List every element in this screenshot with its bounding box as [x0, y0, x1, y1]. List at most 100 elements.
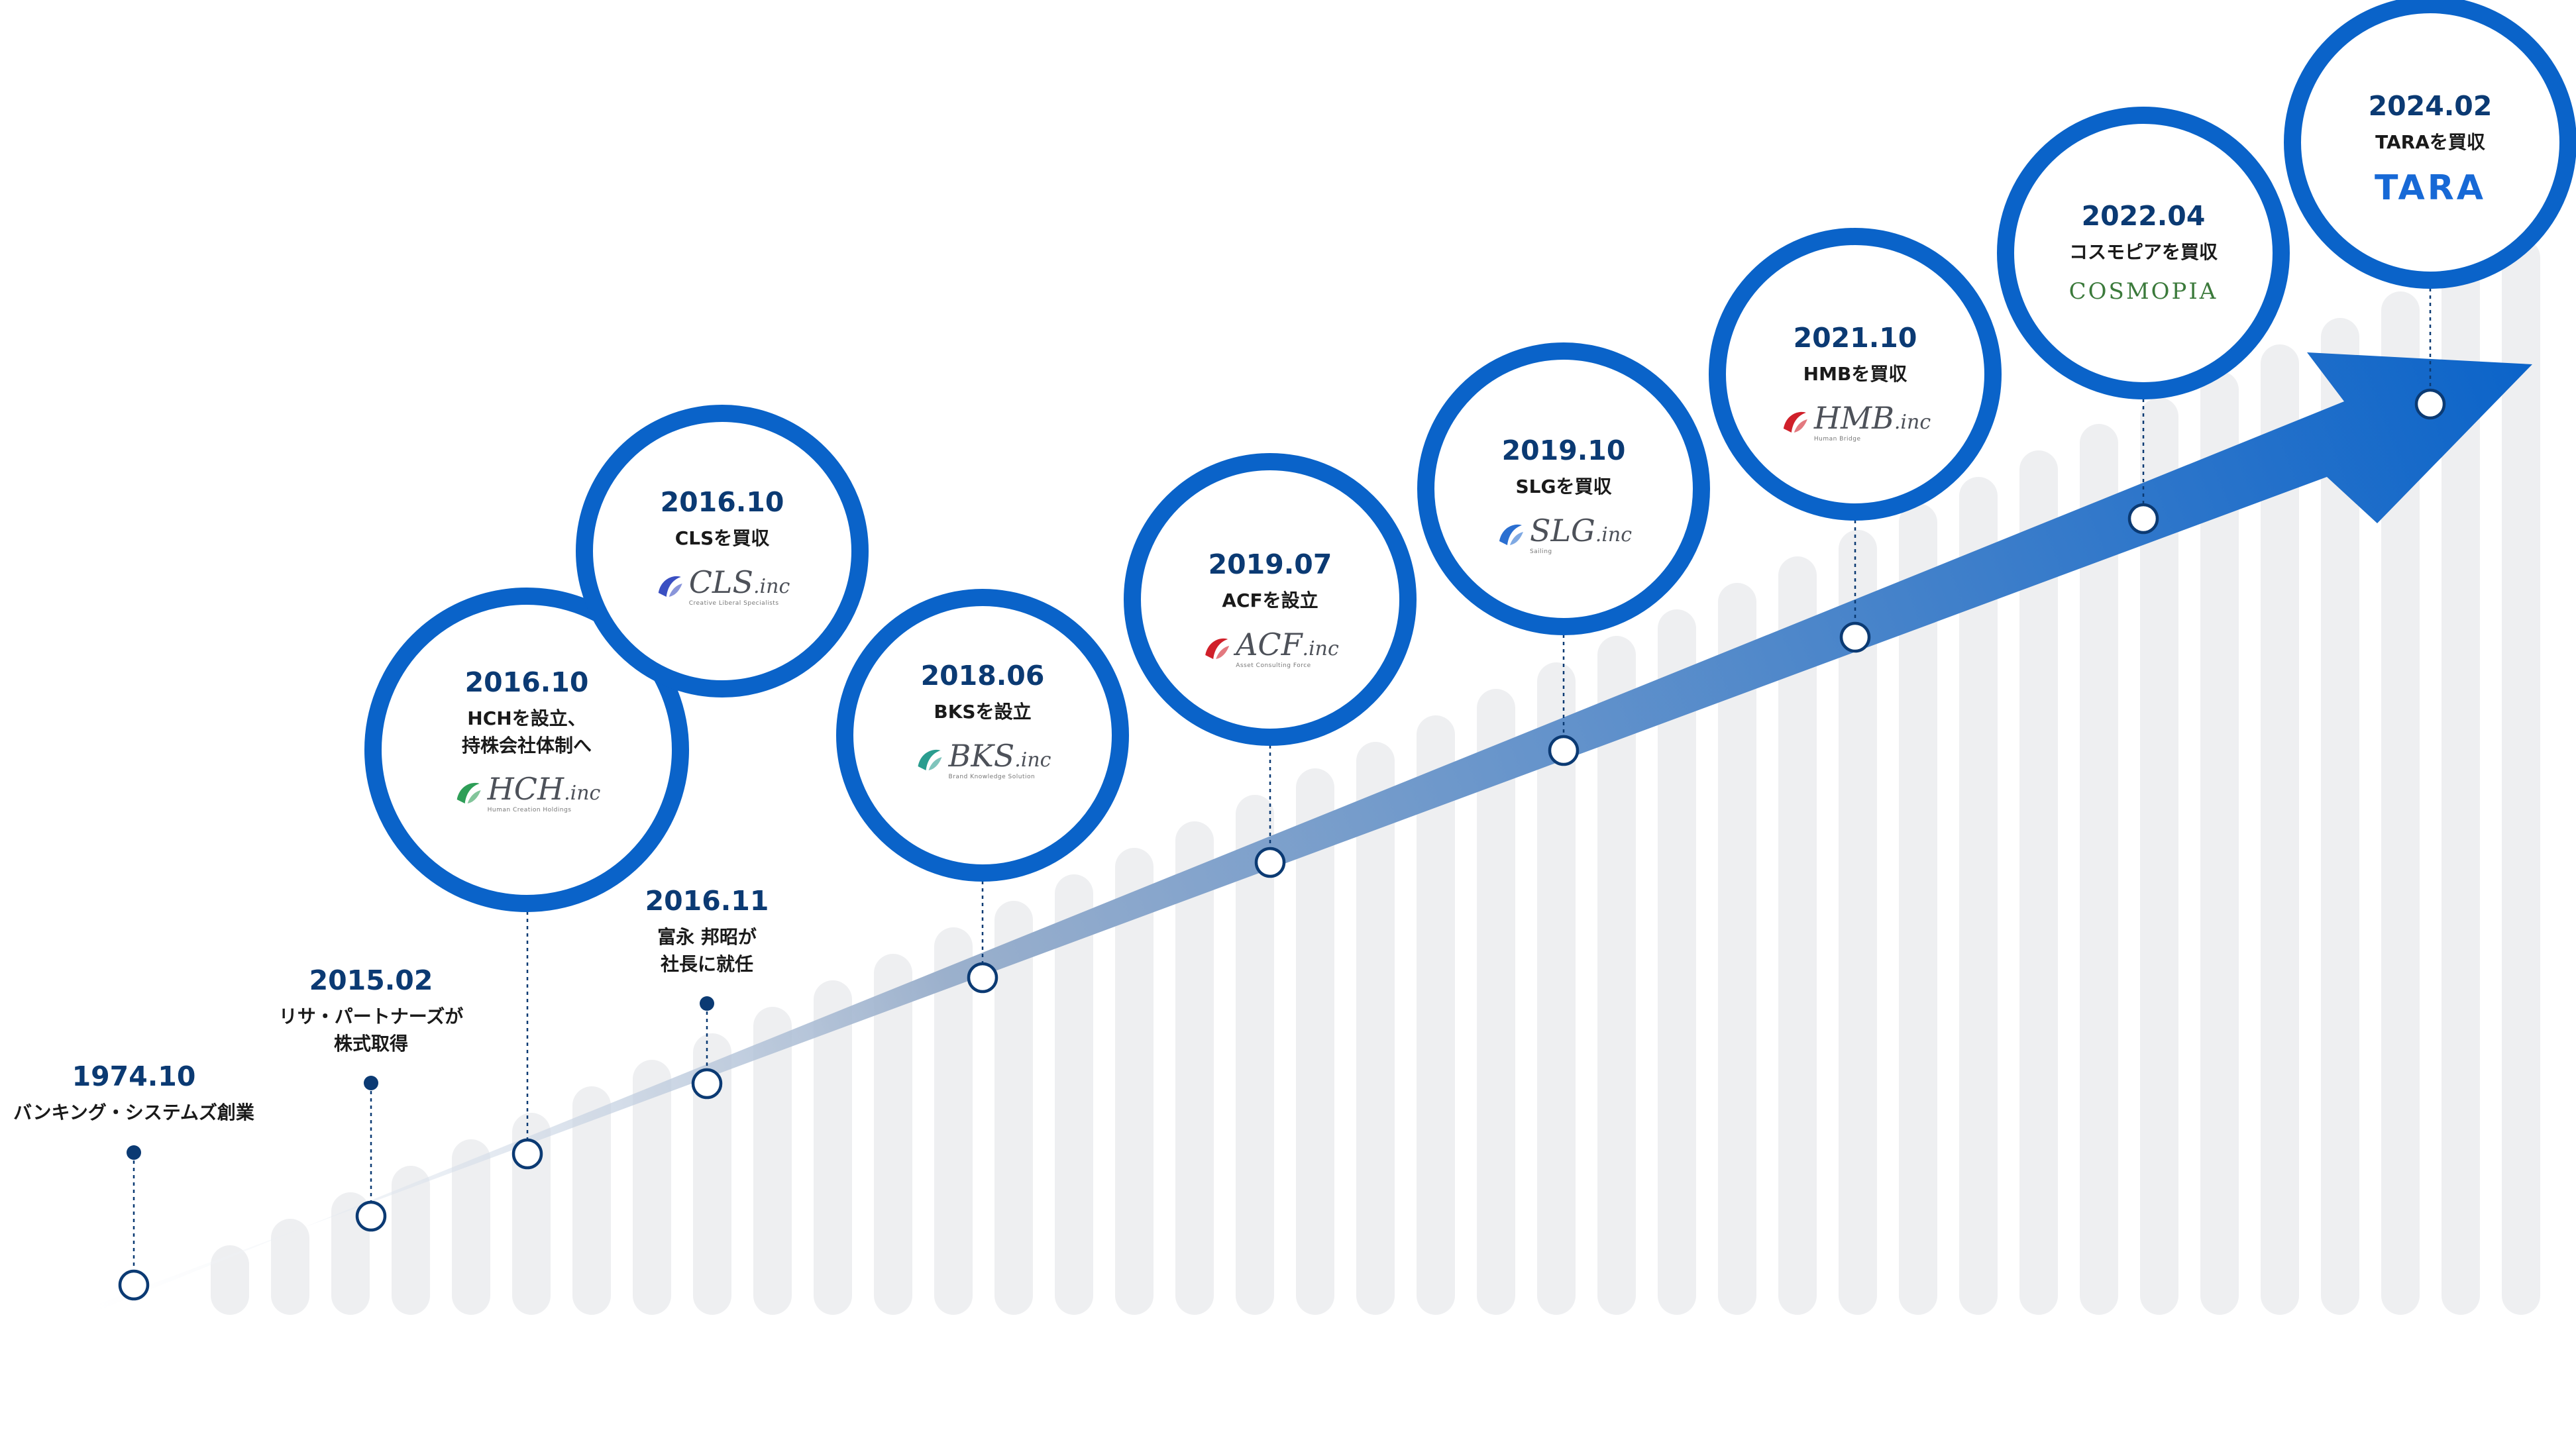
- background-bar: [2140, 397, 2178, 1315]
- logo-main-text: ACF: [1236, 626, 1303, 662]
- milestone-label: 2022.04 コスモピアを買収 COSMOPIA: [2069, 203, 2218, 305]
- background-bar: [874, 954, 912, 1315]
- background-bar: [1417, 715, 1455, 1315]
- logo-main-text: HCH: [487, 771, 564, 807]
- background-bar: [1115, 848, 1154, 1315]
- milestone-label: 2016.10 HCHを設立、 持株会社体制へ HCH.inc Human Creati…: [453, 666, 601, 813]
- background-bar: [994, 901, 1033, 1315]
- milestone-date: 2018.06: [920, 660, 1045, 692]
- logo-wordmark: CLS.inc: [689, 564, 790, 600]
- logo-main-text: COSMOPIA: [2068, 278, 2218, 305]
- company-logo: COSMOPIA: [2069, 278, 2218, 305]
- logo-suffix-text: .inc: [753, 574, 790, 598]
- milestone-description-line: SLGを買収: [1515, 476, 1612, 497]
- company-logo: SLG.inc Sailing: [1495, 513, 1632, 555]
- milestone-label: 2019.10 SLGを買収 SLG.inc Sailing: [1495, 437, 1632, 555]
- background-bar: [1718, 583, 1756, 1315]
- background-bar: [1477, 689, 1515, 1315]
- logo-suffix-text: .inc: [1014, 748, 1051, 772]
- logo-main-text: SLG: [1529, 512, 1595, 548]
- background-bar: [1236, 795, 1274, 1315]
- acf-logo-icon: [1205, 638, 1230, 659]
- logo-subtitle: Sailing: [1529, 548, 1552, 555]
- background-bar: [2502, 238, 2540, 1315]
- background-bar: [1537, 662, 1576, 1315]
- milestone-ring: [1997, 107, 2290, 399]
- milestone-description: HMBを買収: [1780, 361, 1931, 388]
- milestone-ring: [1124, 453, 1417, 746]
- background-bar: [1296, 768, 1334, 1315]
- milestone-dot: [127, 1145, 141, 1160]
- milestone-date: 2016.10: [464, 666, 589, 698]
- background-bar: [814, 980, 852, 1315]
- milestone-description-line: ACFを設立: [1222, 590, 1318, 611]
- milestone-ring: [1709, 228, 2002, 521]
- milestone-description-line: バンキング・システムズ創業: [13, 1102, 254, 1123]
- background-bar: [2321, 318, 2359, 1315]
- company-logo: HCH.inc Human Creation Holdings: [453, 771, 601, 813]
- timeline-node: [355, 1200, 387, 1232]
- milestone-description-line: BKSを設立: [934, 701, 1032, 723]
- logo-suffix-text: .inc: [564, 782, 601, 805]
- logo-wordmark: SLG.inc: [1530, 513, 1632, 548]
- milestone-description-line: コスモピアを買収: [2068, 241, 2218, 263]
- logo-main-text: TARA: [2375, 168, 2486, 208]
- milestone-description-line: CLSを買収: [674, 527, 770, 549]
- timeline-node: [2127, 503, 2159, 535]
- milestone-label: 2024.02 TARAを買収 TARA: [2369, 93, 2493, 208]
- milestone-description-line: リサ・パートナーズが: [278, 1006, 464, 1027]
- background-bar: [693, 1033, 731, 1315]
- milestone-description: CLSを買収: [655, 525, 790, 552]
- logo-suffix-text: .inc: [1595, 523, 1633, 546]
- company-logo: HMB.inc Human Bridge: [1780, 400, 1931, 442]
- milestone-label: 2015.02 リサ・パートナーズが 株式取得: [279, 967, 464, 1057]
- milestone-ring: [576, 405, 869, 697]
- logo-main-text: CLS: [688, 564, 753, 600]
- background-bar: [271, 1219, 309, 1315]
- milestone-ring: [1417, 342, 1710, 635]
- background-bar: [1778, 556, 1817, 1315]
- logo-wordmark: HCH.inc: [488, 771, 601, 807]
- background-bar: [2200, 371, 2239, 1315]
- milestone-description: TARAを買収: [2369, 129, 2493, 156]
- milestone-label: 2021.10 HMBを買収 HMB.inc Human Bridge: [1780, 325, 1931, 442]
- milestone-date: 2019.10: [1501, 435, 1626, 466]
- background-bar: [2381, 291, 2420, 1315]
- background-bar: [1899, 503, 1937, 1315]
- background-bar: [934, 927, 973, 1315]
- milestone-description: BKSを設立: [914, 699, 1051, 726]
- timeline-node: [511, 1138, 543, 1170]
- logo-subtitle: Asset Consulting Force: [1236, 662, 1311, 669]
- background-bar: [211, 1245, 249, 1315]
- milestone-description-line: 持株会社体制へ: [461, 734, 592, 756]
- milestone-description: バンキング・システムズ創業: [13, 1100, 254, 1127]
- milestone-date: 2024.02: [2368, 90, 2493, 122]
- milestone-description: SLGを買収: [1495, 474, 1632, 501]
- milestone-dot: [700, 996, 714, 1011]
- milestone-dot: [364, 1076, 378, 1090]
- company-logo: CLS.inc Creative Liberal Specialists: [655, 564, 790, 607]
- timeline-node: [2414, 388, 2446, 420]
- background-bar: [633, 1060, 671, 1315]
- background-bar: [2442, 265, 2480, 1315]
- timeline-nodes: [118, 388, 2446, 1301]
- milestone-description-line: 株式取得: [333, 1032, 409, 1055]
- background-bar: [1839, 530, 1877, 1315]
- milestone-date: 2021.10: [1793, 322, 1917, 354]
- logo-main-text: HMB: [1813, 399, 1894, 436]
- logo-wordmark: TARA: [2375, 168, 2486, 208]
- milestone-description: HCHを設立、 持株会社体制へ: [453, 705, 601, 759]
- milestone-ring: [364, 588, 689, 912]
- background-bar: [2080, 424, 2118, 1315]
- milestone-description: コスモピアを買収: [2069, 239, 2218, 266]
- slg-logo-icon: [1499, 524, 1523, 545]
- milestone-description-line: 富永 邦昭が: [657, 926, 757, 948]
- milestone-rings: [364, 0, 2576, 912]
- milestone-label: 2018.06 BKSを設立 BKS.inc Brand Knowledge Solu…: [914, 662, 1051, 780]
- background-bar: [392, 1166, 430, 1315]
- milestone-label: 2016.10 CLSを買収 CLS.inc Creative Liberal Spe…: [655, 489, 790, 607]
- timeline-node: [691, 1068, 723, 1100]
- logo-wordmark: BKS.inc: [949, 738, 1051, 774]
- milestone-date: 2016.11: [645, 885, 769, 917]
- company-logo: TARA: [2369, 168, 2493, 208]
